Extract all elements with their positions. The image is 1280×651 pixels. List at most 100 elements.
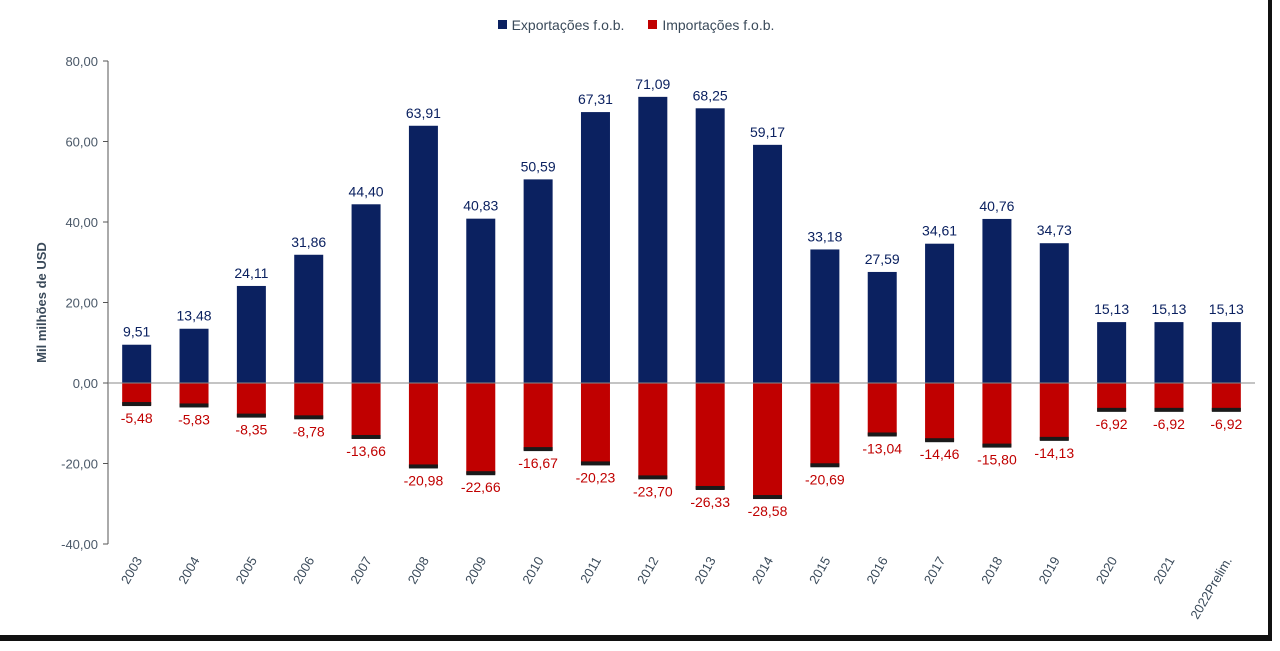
import-bar — [122, 383, 152, 406]
export-value-label: 44,40 — [349, 183, 384, 199]
x-tick-label: 2020 — [1093, 554, 1120, 587]
x-tick-label: 2008 — [405, 554, 432, 587]
chart-legend: Exportações f.o.b. Importações f.o.b. — [0, 16, 1272, 33]
import-value-label: -23,70 — [633, 483, 673, 499]
import-value-label: -20,69 — [805, 471, 845, 487]
import-bar-edge — [638, 475, 668, 480]
y-axis-title: Mil milhões de USD — [34, 242, 49, 363]
export-value-label: 15,13 — [1209, 301, 1244, 317]
x-tick-label: 2006 — [290, 554, 317, 587]
legend-swatch-imports — [648, 20, 658, 29]
import-bar-edge — [1211, 407, 1241, 412]
export-bar — [466, 218, 496, 383]
import-bar-edge — [351, 434, 381, 439]
legend-label-imports: Importações f.o.b. — [662, 16, 775, 33]
import-value-label: -28,58 — [748, 503, 788, 519]
export-value-label: 9,51 — [123, 324, 150, 340]
x-tick-label: 2016 — [863, 554, 890, 587]
export-value-label: 59,17 — [750, 124, 785, 140]
export-value-label: 24,11 — [234, 265, 268, 281]
import-bar — [408, 383, 438, 468]
export-value-label: 15,13 — [1094, 301, 1129, 317]
x-tick-label: 2022Prelim. — [1187, 554, 1235, 622]
import-bar-edge — [810, 463, 840, 468]
export-bar — [753, 144, 783, 383]
x-tick-label: 2018 — [978, 554, 1005, 587]
import-bar — [466, 383, 496, 475]
export-bar — [867, 271, 897, 383]
import-bar-edge — [1097, 407, 1127, 412]
x-tick-label: 2011 — [577, 554, 604, 586]
x-tick-label: 2013 — [691, 554, 718, 587]
import-bar — [1039, 383, 1069, 440]
export-value-label: 71,09 — [635, 76, 670, 92]
x-tick-label: 2003 — [118, 554, 145, 587]
x-tick-label: 2009 — [462, 554, 489, 587]
import-bar-edge — [867, 432, 897, 437]
export-bar — [179, 328, 209, 383]
import-value-label: -6,92 — [1153, 416, 1185, 432]
import-value-label: -20,98 — [404, 472, 444, 488]
import-bar — [753, 383, 783, 499]
legend-item-exports: Exportações f.o.b. — [497, 16, 625, 33]
import-bar — [179, 383, 209, 407]
import-bar-edge — [294, 415, 324, 420]
export-bar — [810, 249, 840, 383]
import-bar-edge — [925, 438, 955, 443]
import-value-label: -13,04 — [862, 440, 902, 456]
export-bar — [351, 204, 381, 383]
export-bar — [580, 112, 610, 384]
export-value-label: 40,83 — [463, 198, 498, 214]
import-value-label: -26,33 — [690, 494, 730, 510]
y-tick-label: -20,00 — [61, 457, 98, 472]
export-bar — [294, 254, 324, 383]
import-bar — [982, 383, 1012, 447]
import-value-label: -8,78 — [293, 423, 325, 439]
import-bar-edge — [1039, 436, 1069, 441]
legend-label-exports: Exportações f.o.b. — [511, 16, 625, 33]
y-tick-label: -40,00 — [61, 537, 98, 552]
export-bar — [695, 108, 725, 383]
y-tick-label: 80,00 — [65, 54, 98, 69]
legend-swatch-exports — [497, 20, 507, 29]
export-bar — [236, 285, 266, 383]
export-value-label: 15,13 — [1151, 301, 1186, 317]
import-value-label: -6,92 — [1096, 416, 1128, 432]
import-value-label: -14,46 — [920, 446, 960, 462]
export-value-label: 63,91 — [406, 105, 441, 121]
y-tick-label: 60,00 — [65, 135, 98, 150]
x-tick-label: 2012 — [634, 554, 661, 587]
x-tick-label: 2007 — [347, 554, 374, 587]
import-bar — [580, 383, 610, 465]
import-bar-edge — [982, 443, 1012, 448]
export-value-label: 67,31 — [578, 91, 613, 107]
export-bar — [1211, 322, 1241, 383]
import-value-label: -6,92 — [1210, 416, 1242, 432]
x-tick-label: 2015 — [806, 554, 833, 587]
import-value-label: -15,80 — [977, 452, 1017, 468]
import-bar-edge — [466, 471, 496, 476]
import-value-label: -8,35 — [235, 422, 267, 438]
import-bar — [1154, 383, 1184, 411]
y-tick-label: 0,00 — [73, 376, 98, 391]
import-value-label: -22,66 — [461, 479, 501, 495]
export-value-label: 68,25 — [693, 87, 728, 103]
import-bar-edge — [1154, 407, 1184, 412]
export-bar — [638, 96, 668, 384]
import-bar — [523, 383, 553, 451]
export-value-label: 33,18 — [807, 228, 842, 244]
import-value-label: -16,67 — [518, 455, 558, 471]
y-tick-label: 20,00 — [65, 296, 98, 311]
x-tick-label: 2017 — [921, 554, 948, 587]
export-value-label: 31,86 — [291, 234, 326, 250]
import-bar — [925, 383, 955, 442]
import-value-label: -5,83 — [178, 411, 210, 427]
import-bar — [236, 383, 266, 417]
import-bar — [1211, 383, 1241, 411]
import-value-label: -5,48 — [121, 410, 153, 426]
import-bar — [638, 383, 668, 479]
import-bar-edge — [122, 402, 152, 407]
import-bar-edge — [580, 461, 610, 466]
import-value-label: -13,66 — [346, 443, 386, 459]
x-tick-label: 2019 — [1035, 554, 1062, 587]
